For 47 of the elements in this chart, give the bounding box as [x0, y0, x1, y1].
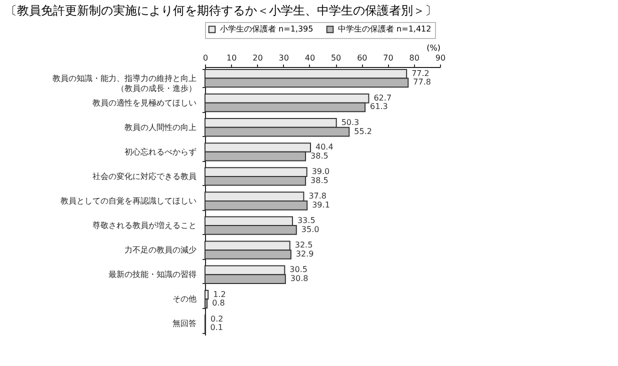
data-label: 30.8 [290, 274, 308, 284]
y-tick-label: その他 [172, 294, 196, 304]
y-tick-label: 最新の技能・知識の習得 [108, 270, 196, 280]
x-tick-label: 80 [409, 54, 420, 62]
data-label: 33.5 [297, 216, 316, 226]
data-label: 38.5 [310, 151, 328, 160]
y-tick-label: 無回答 [172, 319, 196, 328]
x-tick-label: 10 [226, 54, 237, 62]
data-label: 35.0 [301, 224, 320, 234]
y-tick-label: 力不足の教員の減少 [124, 246, 196, 255]
data-label: 38.5 [310, 176, 328, 185]
data-label: 39.0 [312, 167, 330, 176]
legend-label: 中学生の保護者 n=1,412 [338, 24, 432, 34]
data-label: 77.8 [413, 78, 431, 87]
data-label: 0.1 [210, 323, 223, 332]
data-label: 40.4 [315, 142, 334, 152]
data-label: 55.2 [354, 126, 372, 136]
data-label: 32.9 [296, 250, 314, 258]
data-label: 61.3 [370, 102, 388, 112]
data-label: 1.2 [213, 290, 226, 299]
legend-label: 小学生の保護者 n=1,395 [220, 24, 314, 34]
y-tick-label: 教員の知識・能力、指導力の維持と向上（教員の成長・進歩） [52, 74, 196, 93]
data-label: 50.3 [341, 118, 360, 127]
x-tick-label: 20 [252, 54, 263, 62]
x-tick-label: 70 [383, 54, 394, 62]
x-axis-title: (%) [426, 44, 440, 52]
y-tick-label: 教員としての自覚を再認識してほしい [60, 196, 196, 206]
data-label: 77.2 [412, 68, 430, 78]
y-tick-label: 尊敬される教員が増えること [92, 221, 196, 230]
y-tick-label: 教員の適性を見極めてほしい [92, 98, 196, 108]
x-tick-label: 60 [357, 54, 368, 62]
chart-title: 〔教員免許更新制の実施により何を期待するか＜小学生、中学生の保護者別＞〕 [5, 4, 437, 18]
y-tick-label: 教員の人間性の向上 [124, 122, 196, 132]
data-label: 0.2 [210, 314, 224, 324]
y-tick-label: 初心忘れるべからず [124, 147, 196, 156]
data-label: 37.8 [308, 192, 327, 201]
x-tick-label: 30 [278, 54, 289, 62]
data-label: 62.7 [374, 93, 392, 102]
x-tick-label: 0 [202, 54, 208, 62]
y-tick-label: 社会の変化に対応できる教員 [92, 172, 196, 181]
data-label: 39.1 [312, 200, 330, 210]
x-tick-label: 50 [330, 54, 342, 62]
data-label: 30.5 [290, 265, 308, 274]
x-tick-label: 90 [435, 54, 446, 62]
x-tick-label: 40 [304, 54, 316, 62]
data-label: 0.8 [212, 298, 225, 308]
data-label: 32.5 [294, 240, 313, 250]
